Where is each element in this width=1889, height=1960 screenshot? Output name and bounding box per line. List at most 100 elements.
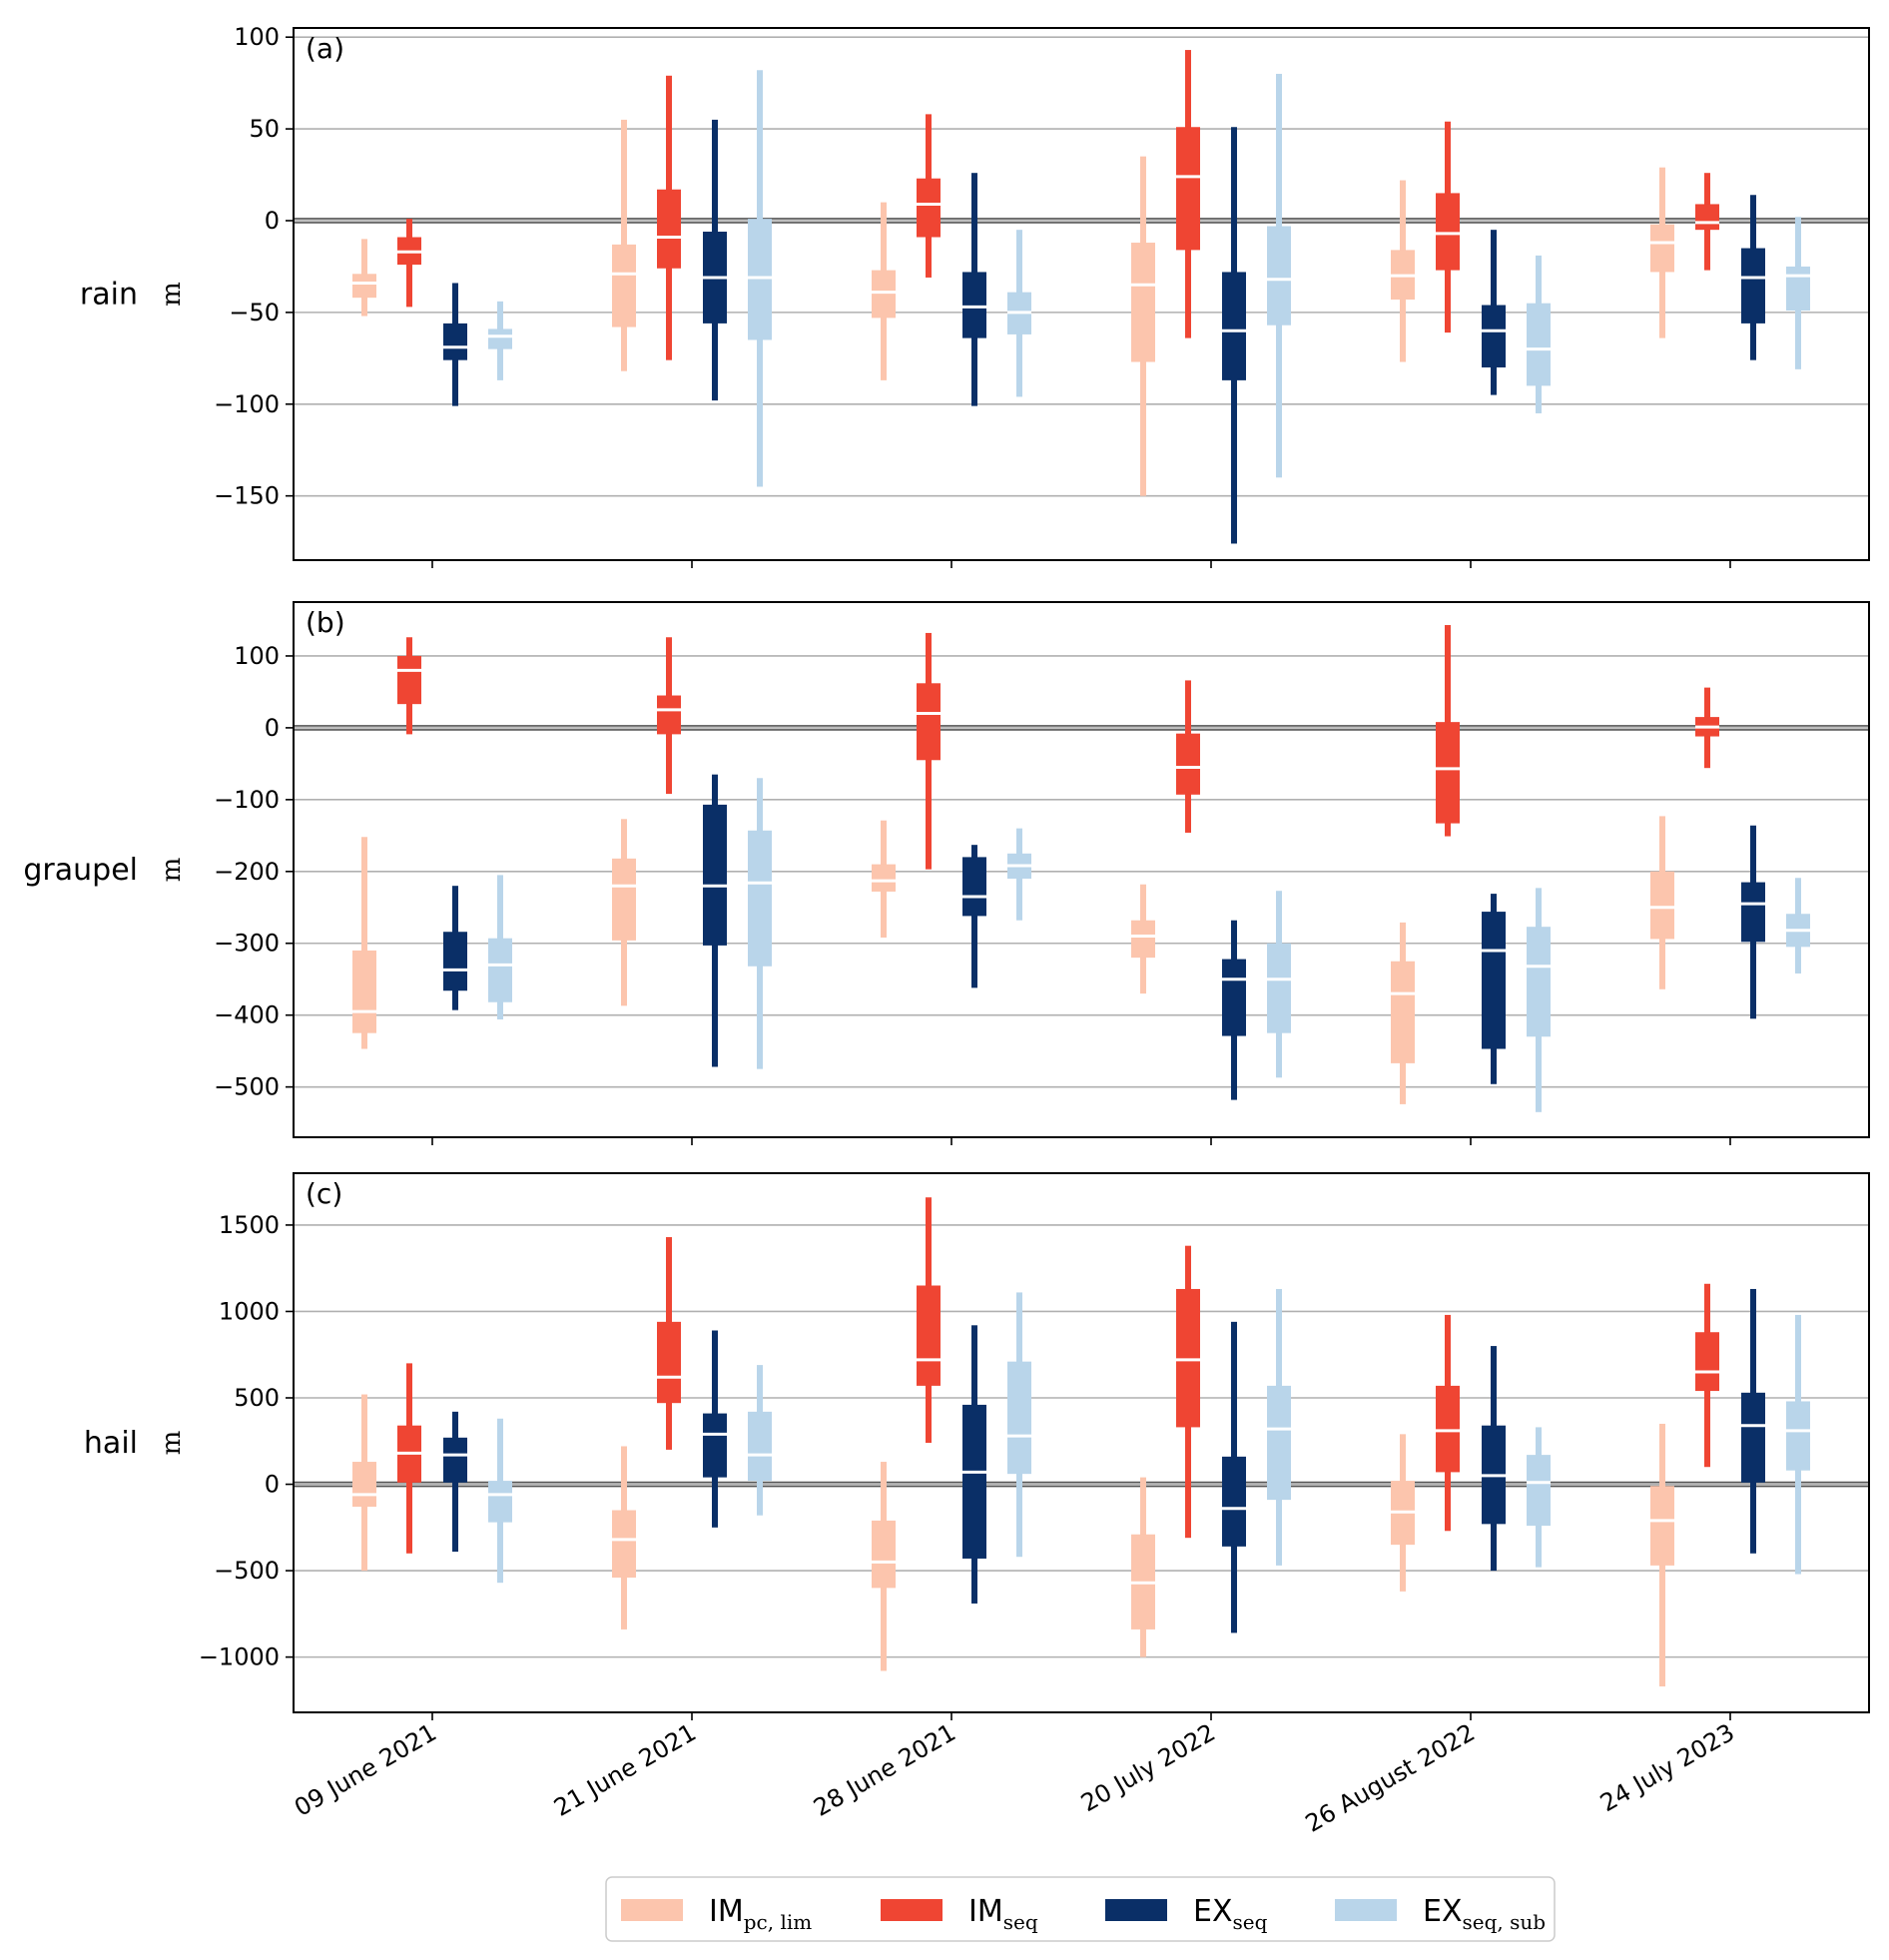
- box: [612, 244, 636, 327]
- box-3-3: [962, 173, 986, 406]
- panel-3: 1500 1000 500 0 −500 −1000 (c) hail m: [84, 1172, 1870, 1720]
- y-tick-label: −50: [229, 299, 280, 327]
- x-tick-label: 09 June 2021: [290, 1718, 441, 1822]
- box-1-3: [443, 886, 467, 1010]
- y-axis-label: rain: [80, 278, 138, 313]
- legend-subscript: pc, lim: [744, 1910, 813, 1934]
- plot-frame: [293, 27, 1870, 561]
- box: [352, 1462, 376, 1508]
- box: [1650, 1486, 1674, 1566]
- box-6-4: [1786, 1314, 1810, 1575]
- box-1-2: [397, 219, 421, 308]
- box-6-1: [1650, 1423, 1674, 1687]
- legend-swatch: [1335, 1899, 1397, 1921]
- box-5-4: [1527, 1427, 1551, 1568]
- box-5-2: [1436, 121, 1460, 333]
- box: [352, 274, 376, 299]
- box-4-1: [1131, 156, 1155, 496]
- box: [917, 178, 941, 238]
- box-4-3: [1222, 1321, 1246, 1633]
- box-3-2: [917, 632, 941, 870]
- y-tick-label: −150: [214, 482, 280, 510]
- box-4-1: [1131, 884, 1155, 994]
- box: [748, 219, 772, 340]
- box-2-1: [612, 819, 636, 1006]
- box: [1741, 248, 1765, 324]
- box: [1436, 1385, 1460, 1473]
- y-tick-label: 50: [249, 115, 280, 143]
- y-tick-label: 1500: [219, 1211, 280, 1239]
- box: [1482, 305, 1506, 368]
- box-5-3: [1482, 1346, 1506, 1572]
- y-tick-label: −500: [214, 1073, 280, 1101]
- y-tick-label: −100: [214, 786, 280, 814]
- panel-label: (c): [306, 1177, 342, 1210]
- panel-2: 100 0 −100 −200 −300 −400 −500 (b) graupel m: [23, 601, 1870, 1145]
- y-axis-unit: m: [157, 858, 187, 883]
- box-3-4: [1007, 828, 1031, 921]
- y-axis-unit: m: [157, 1431, 187, 1456]
- box-2-2: [657, 75, 681, 360]
- box: [748, 1411, 772, 1482]
- box-3-4: [1007, 1292, 1031, 1558]
- y-tick-label: −100: [214, 390, 280, 418]
- y-tick-label: −500: [214, 1557, 280, 1585]
- legend-subscript: seq, sub: [1463, 1910, 1547, 1934]
- box: [443, 1437, 467, 1483]
- box-4-1: [1131, 1477, 1155, 1657]
- box-3-1: [872, 1462, 896, 1671]
- box-1-4: [488, 875, 512, 1020]
- box-2-3: [703, 1330, 727, 1528]
- box: [1007, 1361, 1031, 1475]
- panel-label: (a): [306, 32, 344, 65]
- legend-subscript: seq: [1233, 1910, 1268, 1934]
- box-4-4: [1267, 1288, 1291, 1566]
- box: [872, 864, 896, 892]
- box: [657, 1321, 681, 1404]
- box-6-3: [1741, 1288, 1765, 1554]
- legend-entry-3: EXseq: [1105, 1894, 1268, 1934]
- y-axis-label: hail: [84, 1426, 138, 1461]
- y-tick-label: 0: [265, 207, 280, 235]
- box-6-3: [1741, 825, 1765, 1019]
- box-1-2: [397, 637, 421, 735]
- box: [917, 1285, 941, 1386]
- x-tick-label: 26 August 2022: [1301, 1718, 1480, 1838]
- legend-swatch: [881, 1899, 943, 1921]
- box: [703, 1413, 727, 1478]
- plot-frame: [293, 1172, 1870, 1713]
- box-6-2: [1695, 173, 1719, 271]
- box: [962, 272, 986, 338]
- box-4-4: [1267, 891, 1291, 1078]
- x-tick-label: 20 July 2022: [1076, 1718, 1220, 1817]
- box: [1786, 1401, 1810, 1471]
- box: [872, 1520, 896, 1589]
- box-1-1: [352, 837, 376, 1049]
- box-5-1: [1391, 1434, 1415, 1592]
- x-tick-label: 21 June 2021: [549, 1718, 701, 1822]
- box-1-1: [352, 1394, 376, 1572]
- x-axis: 09 June 2021 21 June 2021 28 June 2021 20 J…: [290, 1718, 1739, 1838]
- box-5-4: [1527, 255, 1551, 413]
- box-2-3: [703, 774, 727, 1067]
- box: [1176, 127, 1200, 251]
- legend-frame: [605, 1876, 1556, 1942]
- y-tick-label: 500: [234, 1384, 280, 1412]
- box-5-1: [1391, 180, 1415, 362]
- box: [1267, 226, 1291, 326]
- box: [1741, 882, 1765, 943]
- box-2-2: [657, 1237, 681, 1450]
- box: [352, 950, 376, 1033]
- box-4-3: [1222, 920, 1246, 1100]
- whisker: [971, 845, 977, 988]
- legend: IMpc, lim IMseq EXseq EXseq, sub: [605, 1876, 1556, 1942]
- box: [1436, 722, 1460, 824]
- box-3-1: [872, 820, 896, 938]
- x-tick-label: 24 July 2023: [1595, 1718, 1739, 1817]
- box: [443, 323, 467, 360]
- box: [1391, 961, 1415, 1063]
- box: [1267, 1385, 1291, 1501]
- box: [1482, 912, 1506, 1049]
- box-4-2: [1176, 1245, 1200, 1539]
- box: [748, 830, 772, 967]
